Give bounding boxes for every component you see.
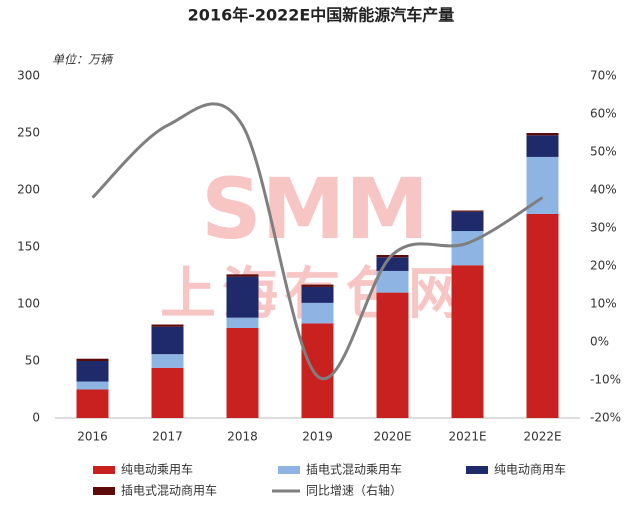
y2-tick-label: 20%	[590, 259, 617, 273]
bar	[151, 326, 184, 355]
y2-tick-label: -20%	[590, 411, 621, 425]
y-tick-label: 300	[17, 69, 40, 83]
bar	[151, 367, 184, 418]
y-tick-label: 50	[25, 354, 40, 368]
y2-tick-label: 10%	[590, 297, 617, 311]
bar	[451, 265, 484, 418]
x-tick-label: 2016	[77, 430, 108, 444]
bar	[226, 276, 259, 318]
unit-label: 单位：万辆	[52, 53, 114, 67]
y2-tick-label: 0%	[590, 335, 609, 349]
legend-swatch	[93, 487, 115, 495]
x-tick-label: 2019	[302, 430, 333, 444]
bar	[376, 270, 409, 293]
y-tick-label: 200	[17, 183, 40, 197]
legend-label: 插电式混动乘用车	[306, 462, 402, 477]
line	[91, 102, 544, 381]
bar	[376, 292, 409, 418]
legend-swatch	[278, 466, 300, 474]
bar	[451, 210, 484, 212]
bar	[76, 358, 109, 361]
x-tick-label: 2020E	[373, 430, 411, 444]
legend-label: 插电式混动商用车	[121, 483, 217, 498]
y2-tick-label: 50%	[590, 145, 617, 159]
y-tick-label: 0	[32, 411, 40, 425]
bar	[301, 284, 334, 287]
bar	[451, 231, 484, 266]
bar	[76, 361, 109, 382]
y2-tick-label: 70%	[590, 69, 617, 83]
x-tick-label: 2017	[152, 430, 183, 444]
legend-swatch	[466, 466, 488, 474]
bar	[226, 327, 259, 418]
bar	[76, 389, 109, 418]
bar	[76, 381, 109, 390]
y-tick-label: 100	[17, 297, 40, 311]
y2-tick-label: 30%	[590, 221, 617, 235]
x-tick-label: 2021E	[448, 430, 486, 444]
legend-label: 纯电动商用车	[494, 462, 566, 477]
x-tick-label: 2022E	[523, 430, 561, 444]
bar	[526, 213, 559, 418]
y-tick-label: 250	[17, 126, 40, 140]
chart-title: 2016年-2022E中国新能源汽车产量	[188, 6, 455, 25]
bar	[226, 274, 259, 277]
legend-label: 纯电动乘用车	[121, 462, 193, 477]
bar	[226, 317, 259, 328]
legend-swatch	[93, 466, 115, 474]
y2-tick-label: 40%	[590, 183, 617, 197]
bar	[151, 324, 184, 327]
y-tick-label: 150	[17, 240, 40, 254]
x-tick-label: 2018	[227, 430, 258, 444]
bar	[151, 354, 184, 368]
bar	[301, 302, 334, 324]
bar	[301, 323, 334, 418]
legend-label: 同比增速（右轴）	[306, 483, 402, 498]
watermark: SMM	[201, 160, 429, 258]
bar	[451, 211, 484, 232]
y2-tick-label: 60%	[590, 107, 617, 121]
bar	[526, 133, 559, 136]
bar	[526, 135, 559, 157]
y2-tick-label: -10%	[590, 373, 621, 387]
bar	[301, 286, 334, 303]
